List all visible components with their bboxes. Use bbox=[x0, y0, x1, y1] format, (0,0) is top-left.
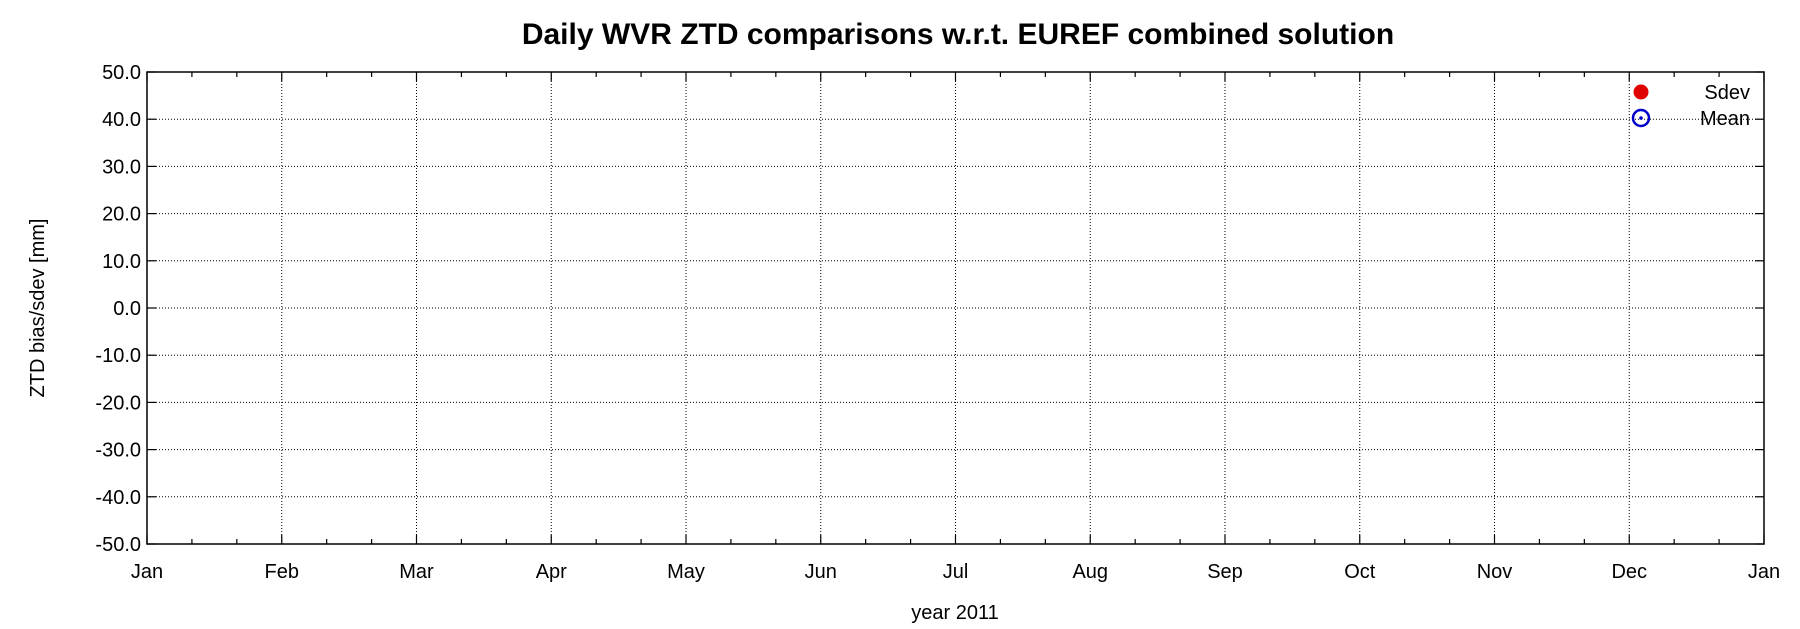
x-tick-label: Jan bbox=[1748, 561, 1780, 583]
y-tick-label: 0.0 bbox=[113, 298, 141, 320]
x-tick-label: Aug bbox=[1072, 561, 1108, 583]
x-tick-label: Jul bbox=[943, 561, 969, 583]
x-tick-label: Apr bbox=[536, 561, 567, 583]
x-tick-label: Mar bbox=[399, 561, 434, 583]
x-tick-label: Jun bbox=[805, 561, 837, 583]
grid-lines bbox=[147, 72, 1764, 544]
legend-sdev-marker bbox=[1633, 84, 1649, 100]
legend-sdev-label: Sdev bbox=[1704, 82, 1750, 104]
chart-title: Daily WVR ZTD comparisons w.r.t. EUREF c… bbox=[522, 18, 1394, 51]
y-axis-label: ZTD bias/sdev [mm] bbox=[27, 219, 49, 398]
x-tick-label: Jan bbox=[131, 561, 163, 583]
x-axis-label: year 2011 bbox=[911, 602, 998, 624]
x-tick-label: Nov bbox=[1477, 561, 1513, 583]
y-tick-label: -50.0 bbox=[95, 534, 141, 556]
x-tick-label: Oct bbox=[1344, 561, 1376, 583]
y-tick-label: -20.0 bbox=[95, 392, 141, 414]
x-tick-labels: Jan Feb Mar Apr May Jun Jul Aug Sep Oct Nov Dec Jan bbox=[131, 561, 1780, 583]
tick-marks bbox=[146, 71, 1765, 545]
legend-mean-marker-dot bbox=[1639, 116, 1643, 120]
y-tick-labels: 50.0 40.0 30.0 20.0 10.0 0.0 -10.0 -20.0 -30.0 -4… bbox=[95, 62, 141, 556]
x-tick-label: May bbox=[667, 561, 705, 583]
y-tick-label: 40.0 bbox=[102, 109, 141, 131]
legend: Sdev Mean bbox=[1631, 82, 1750, 130]
y-tick-label: -40.0 bbox=[95, 487, 141, 509]
y-tick-label: 50.0 bbox=[102, 62, 141, 84]
x-tick-label: Sep bbox=[1207, 561, 1243, 583]
legend-mean-marker bbox=[1631, 108, 1651, 128]
y-tick-label: 10.0 bbox=[102, 251, 141, 273]
legend-mean-label: Mean bbox=[1700, 108, 1750, 130]
x-tick-label: Dec bbox=[1611, 561, 1647, 583]
x-tick-label: Feb bbox=[265, 561, 299, 583]
y-tick-label: 30.0 bbox=[102, 156, 141, 178]
y-tick-label: 20.0 bbox=[102, 204, 141, 226]
y-tick-label: -10.0 bbox=[95, 345, 141, 367]
y-tick-label: -30.0 bbox=[95, 440, 141, 462]
